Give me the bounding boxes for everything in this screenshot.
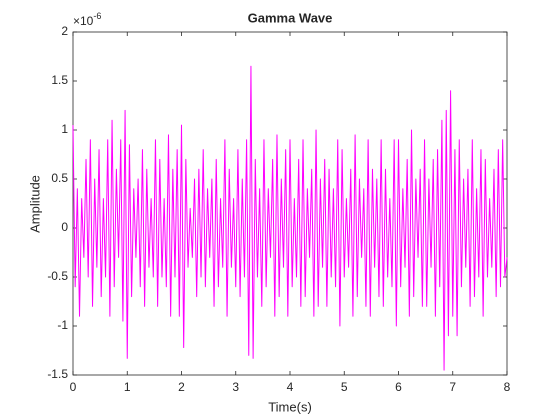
exponent-power: -6 — [93, 11, 101, 21]
x-tick-label: 4 — [287, 380, 294, 394]
x-tick-label: 1 — [124, 380, 131, 394]
x-tick-label: 8 — [504, 380, 511, 394]
axes-box — [72, 31, 508, 376]
chart-title: Gamma Wave — [248, 10, 333, 25]
x-tick-label: 5 — [341, 380, 348, 394]
x-tick-label: 0 — [70, 380, 77, 394]
y-axis-label: Amplitude — [27, 175, 42, 233]
x-tick-label: 3 — [232, 380, 239, 394]
y-tick-label: -0.5 — [47, 269, 68, 283]
y-tick-label: -1 — [57, 318, 68, 332]
data-line — [72, 65, 508, 371]
exponent-base: ×10 — [73, 14, 94, 28]
y-exponent: ×10-6 — [73, 11, 101, 28]
y-tick-label: 0.5 — [51, 171, 68, 185]
y-tick-label: 2 — [61, 24, 68, 38]
x-tick-label: 2 — [178, 380, 185, 394]
y-tick-label: -1.5 — [47, 367, 68, 381]
y-tick-label: 0 — [61, 220, 68, 234]
x-axis-label: Time(s) — [268, 399, 312, 414]
y-tick-label: 1.5 — [51, 73, 68, 87]
x-tick-label: 7 — [449, 380, 456, 394]
y-tick-label: 1 — [61, 122, 68, 136]
x-tick-label: 6 — [395, 380, 402, 394]
